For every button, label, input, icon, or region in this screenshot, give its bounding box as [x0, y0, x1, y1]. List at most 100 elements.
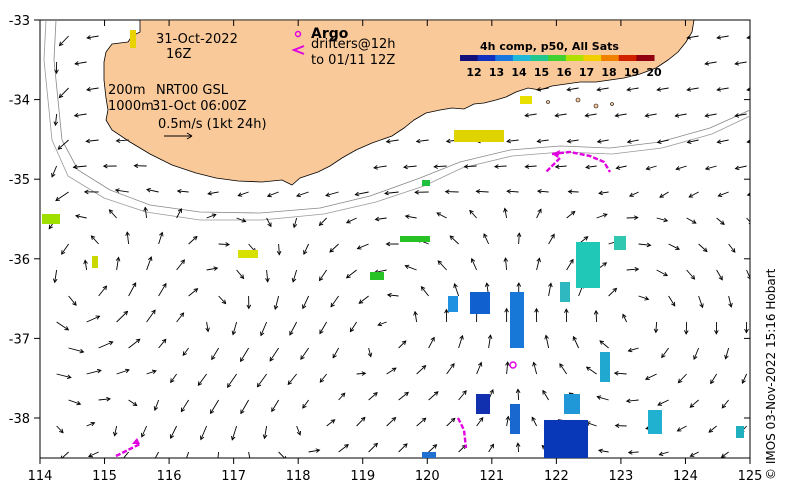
sst-patch [736, 426, 744, 438]
colorbar-tick-label: 15 [534, 66, 549, 79]
current-arrow-head [108, 209, 114, 214]
current-arrow [428, 391, 439, 401]
current-arrow [656, 217, 668, 222]
current-arrow [114, 425, 118, 436]
current-arrow-head [58, 41, 64, 47]
current-arrow-head [506, 138, 511, 144]
isobath-1000m [43, 20, 750, 221]
current-arrow-head [211, 213, 217, 218]
current-arrow [86, 139, 99, 142]
current-arrow [116, 369, 130, 375]
current-arrow [595, 310, 598, 323]
current-arrow-head [112, 431, 118, 437]
current-arrow-head [627, 347, 633, 353]
current-arrow [705, 165, 717, 170]
current-arrow [446, 418, 456, 427]
current-arrow [358, 295, 369, 304]
current-arrow [449, 235, 459, 245]
current-arrow-head [48, 224, 53, 230]
current-arrow [458, 335, 463, 349]
current-arrow-head [657, 401, 663, 406]
sst-patch [520, 96, 532, 104]
current-arrow [264, 425, 268, 439]
current-arrow [329, 243, 339, 253]
current-arrow-head [645, 165, 651, 171]
current-arrow [154, 451, 160, 458]
current-arrow [586, 422, 597, 427]
current-arrow-head [746, 139, 750, 144]
current-arrow [548, 283, 552, 297]
current-arrow-head [143, 206, 148, 212]
colorbar-segment [565, 55, 584, 61]
current-arrow-head [614, 423, 620, 429]
current-arrow [668, 243, 680, 250]
colorbar-title: 4h comp, p50, All Sats [480, 40, 619, 53]
current-arrow-head [161, 338, 167, 344]
current-arrow [705, 61, 717, 65]
current-arrow [116, 139, 129, 142]
current-arrow [180, 399, 189, 412]
x-tick-label: 119 [350, 469, 375, 484]
depth-1000-label: 1000m [108, 99, 154, 114]
sst-patch [614, 236, 626, 250]
current-arrow-head [478, 416, 484, 422]
current-arrow [754, 400, 759, 408]
current-arrow [753, 452, 759, 458]
current-arrow-head [704, 61, 710, 66]
date-label: 31-Oct-2022 [156, 32, 238, 47]
colorbar-segment [601, 55, 620, 61]
x-tick-label: 116 [157, 469, 182, 484]
colorbar-tick-label: 13 [489, 66, 504, 79]
current-arrow [240, 347, 250, 362]
colorbar-segment [530, 55, 549, 61]
current-arrow-head [225, 242, 231, 247]
current-arrow-head [373, 442, 379, 448]
current-arrow [218, 295, 226, 304]
current-arrow [330, 295, 339, 308]
current-arrow [116, 311, 128, 323]
current-arrow-head [124, 368, 130, 374]
current-arrow [387, 294, 399, 297]
current-arrow-head [329, 248, 334, 253]
current-arrow-head [676, 427, 682, 432]
current-arrow [728, 295, 732, 308]
current-arrow-head [74, 61, 80, 66]
current-arrow [269, 347, 279, 362]
current-arrow [698, 295, 704, 308]
current-arrow-head [421, 417, 427, 423]
current-arrow-head [159, 231, 164, 237]
current-arrow [128, 399, 137, 406]
drifters-to-label: to 01/11 12Z [311, 53, 395, 68]
current-arrow-head [384, 190, 389, 196]
current-arrow-head [566, 138, 572, 144]
current-arrow-head [675, 166, 681, 171]
current-arrow-head [504, 307, 509, 313]
current-arrow-head [559, 363, 564, 368]
current-arrow-head [73, 112, 79, 118]
current-arrow-head [746, 35, 750, 40]
current-arrow-head [106, 396, 111, 402]
current-arrow [537, 139, 549, 142]
current-arrow-head [262, 434, 268, 440]
current-arrow-head [123, 310, 129, 316]
current-arrow-head [554, 164, 560, 169]
current-arrow-head [584, 113, 590, 118]
current-arrow [717, 87, 729, 91]
current-arrow-head [221, 299, 227, 305]
current-arrow-head [585, 366, 591, 371]
drifter-track [115, 442, 141, 458]
current-arrow-head [315, 448, 321, 453]
current-arrow [559, 363, 567, 375]
current-arrow [211, 347, 220, 360]
current-arrow-head [385, 241, 391, 247]
current-arrow [710, 373, 717, 384]
current-arrow-head [86, 87, 91, 92]
current-arrow-head [721, 403, 727, 409]
current-arrow [627, 139, 639, 143]
colorbar-segment [477, 55, 496, 61]
current-arrow-head [677, 378, 683, 384]
x-tick-label: 118 [286, 469, 311, 484]
x-tick-label: 115 [92, 469, 117, 484]
current-arrow-head [453, 283, 458, 288]
drifters-label: drifters@12h [311, 37, 396, 52]
